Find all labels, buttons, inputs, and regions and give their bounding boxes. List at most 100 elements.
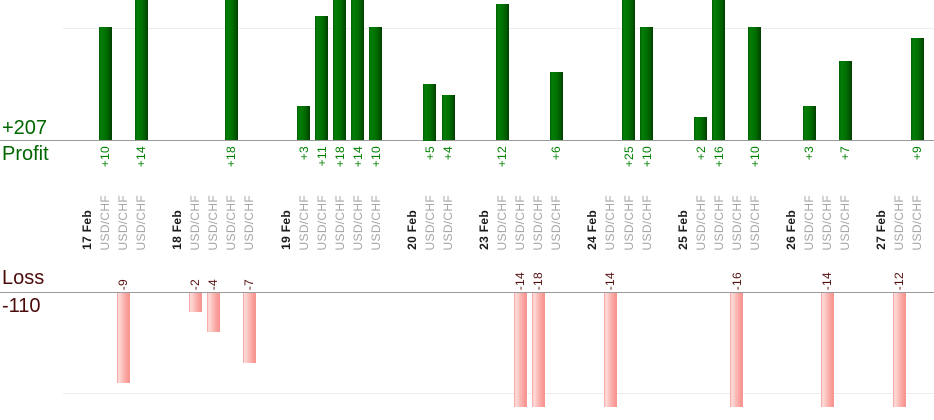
symbol-label: USD/CHF	[531, 194, 545, 250]
loss-value-label: -9	[116, 278, 130, 290]
profit-value-label: +2	[694, 146, 708, 161]
loss-bar	[730, 293, 743, 407]
profit-value-label: +11	[315, 146, 329, 167]
symbol-label: USD/CHF	[910, 194, 924, 250]
symbol-label: USD/CHF	[495, 194, 509, 250]
profit-bar	[333, 0, 346, 140]
symbol-label: USD/CHF	[333, 194, 347, 250]
loss-bar	[604, 293, 617, 407]
loss-value-label: -12	[892, 271, 906, 290]
symbol-label: USD/CHF	[116, 194, 130, 250]
loss-value-label: -7	[242, 278, 256, 290]
loss-bar	[243, 293, 256, 363]
loss-bar	[514, 293, 527, 407]
loss-value-label: -2	[188, 278, 202, 290]
date-label: 23 Feb	[477, 210, 491, 250]
loss-bar	[532, 293, 545, 407]
profit-value-label: +10	[640, 146, 654, 168]
profit-bar	[442, 95, 455, 140]
loss-value-label: -14	[820, 271, 834, 290]
profit-bar	[297, 106, 310, 140]
date-label: 27 Feb	[874, 210, 888, 250]
profit-value-label: +6	[549, 146, 563, 161]
profit-value-label: +14	[134, 146, 148, 168]
profit-bar	[839, 61, 852, 140]
profit-value-label: +18	[333, 146, 347, 168]
profit-axis-label: Profit	[2, 143, 49, 165]
symbol-label: USD/CHF	[640, 194, 654, 250]
symbol-label: USD/CHF	[206, 194, 220, 250]
symbol-label: USD/CHF	[134, 194, 148, 250]
date-label: 24 Feb	[585, 210, 599, 250]
loss-total-label: -110	[2, 295, 41, 317]
symbol-label: USD/CHF	[730, 194, 744, 250]
profit-value-label: +18	[224, 146, 238, 168]
profit-value-label: +16	[712, 146, 726, 168]
profit-bar	[911, 38, 924, 140]
loss-value-label: -16	[730, 271, 744, 290]
symbol-label: USD/CHF	[820, 194, 834, 250]
profit-total-label: +207	[2, 117, 48, 139]
profit-bar	[225, 0, 238, 140]
profit-value-label: +7	[838, 146, 852, 161]
date-label: 25 Feb	[676, 210, 690, 250]
loss-bar	[117, 293, 130, 383]
symbol-label: USD/CHF	[603, 194, 617, 250]
date-label: 18 Feb	[170, 210, 184, 250]
profit-value-label: +25	[622, 146, 636, 168]
date-label: 20 Feb	[405, 210, 419, 250]
profit-bar	[622, 0, 635, 140]
profit-bar	[99, 27, 112, 140]
profit-value-label: +10	[748, 146, 762, 168]
symbol-label: USD/CHF	[748, 194, 762, 250]
symbol-label: USD/CHF	[224, 194, 238, 250]
symbol-label: USD/CHF	[98, 194, 112, 250]
loss-axis-label: Loss	[2, 267, 45, 289]
profit-bar	[315, 16, 328, 140]
symbol-label: USD/CHF	[441, 194, 455, 250]
profit-value-label: +12	[495, 146, 509, 168]
symbol-label: USD/CHF	[188, 194, 202, 250]
profit-value-label: +10	[98, 146, 112, 168]
date-label: 19 Feb	[279, 210, 293, 250]
profit-value-label: +5	[423, 146, 437, 161]
profit-value-label: +10	[369, 146, 383, 168]
profit-bar	[550, 72, 563, 140]
symbol-label: USD/CHF	[369, 194, 383, 250]
symbol-label: USD/CHF	[423, 194, 437, 250]
symbol-label: USD/CHF	[315, 194, 329, 250]
profit-bar	[496, 4, 509, 140]
loss-value-label: -14	[513, 271, 527, 290]
gridline-minus10	[63, 393, 934, 394]
symbol-label: USD/CHF	[297, 194, 311, 250]
profit-bar	[694, 117, 707, 140]
profit-bar	[351, 0, 364, 140]
symbol-label: USD/CHF	[549, 194, 563, 250]
symbol-label: USD/CHF	[513, 194, 527, 250]
symbol-label: USD/CHF	[242, 194, 256, 250]
loss-value-label: -18	[531, 271, 545, 290]
symbol-label: USD/CHF	[712, 194, 726, 250]
profit-bar	[135, 0, 148, 140]
symbol-label: USD/CHF	[351, 194, 365, 250]
symbol-label: USD/CHF	[892, 194, 906, 250]
loss-value-label: -4	[206, 278, 220, 290]
symbol-label: USD/CHF	[622, 194, 636, 250]
symbol-label: USD/CHF	[838, 194, 852, 250]
loss-axis-line	[0, 292, 934, 293]
symbol-label: USD/CHF	[802, 194, 816, 250]
loss-bar	[189, 293, 202, 312]
profit-bar	[712, 0, 725, 140]
date-label: 26 Feb	[784, 210, 798, 250]
profit-bar	[748, 27, 761, 140]
loss-value-label: -14	[603, 271, 617, 290]
profit-bar	[369, 27, 382, 140]
profit-value-label: +4	[441, 146, 455, 161]
profit-value-label: +3	[802, 146, 816, 161]
profit-bar	[423, 84, 436, 141]
profit-value-label: +9	[910, 146, 924, 161]
profit-value-label: +3	[297, 146, 311, 161]
profit-bar	[803, 106, 816, 140]
loss-bar	[893, 293, 906, 407]
